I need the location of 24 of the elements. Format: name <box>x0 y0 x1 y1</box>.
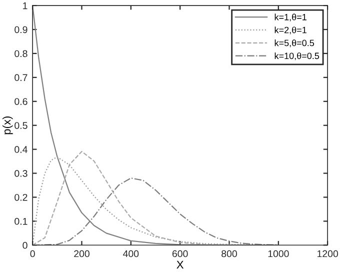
x-tick-label: 800 <box>222 250 237 258</box>
y-tick-label: 0.4 <box>14 146 28 153</box>
y-tick-label: 0.1 <box>14 218 28 225</box>
y-axis-title: p(x) <box>2 116 13 134</box>
y-tick-label: 0.6 <box>14 98 28 105</box>
x-axis-title: X <box>176 260 184 269</box>
legend-label: k=10,θ=0.5 <box>274 52 320 60</box>
x-tick-label: 1200 <box>317 250 338 258</box>
y-tick-label: 0.2 <box>14 194 28 201</box>
legend-label: k=1,θ=1 <box>274 14 306 22</box>
x-tick-label: 400 <box>123 250 139 258</box>
x-tick-label: 1000 <box>268 250 289 258</box>
y-tick-label: 1 <box>23 2 28 10</box>
x-tick-label: 600 <box>172 250 188 258</box>
x-tick-label: 0 <box>30 250 35 258</box>
y-tick-label: 0.5 <box>14 122 28 129</box>
x-tick-label: 200 <box>74 250 90 258</box>
y-tick-label: 0 <box>22 242 28 249</box>
y-tick-label: 0.3 <box>14 170 28 177</box>
legend-label: k=5,θ=0.5 <box>274 40 314 48</box>
y-tick-label: 0.7 <box>14 74 28 82</box>
y-tick-label: 0.9 <box>14 26 28 34</box>
legend-label: k=2,θ=1 <box>274 26 306 34</box>
y-tick-label: 0.8 <box>14 50 28 58</box>
